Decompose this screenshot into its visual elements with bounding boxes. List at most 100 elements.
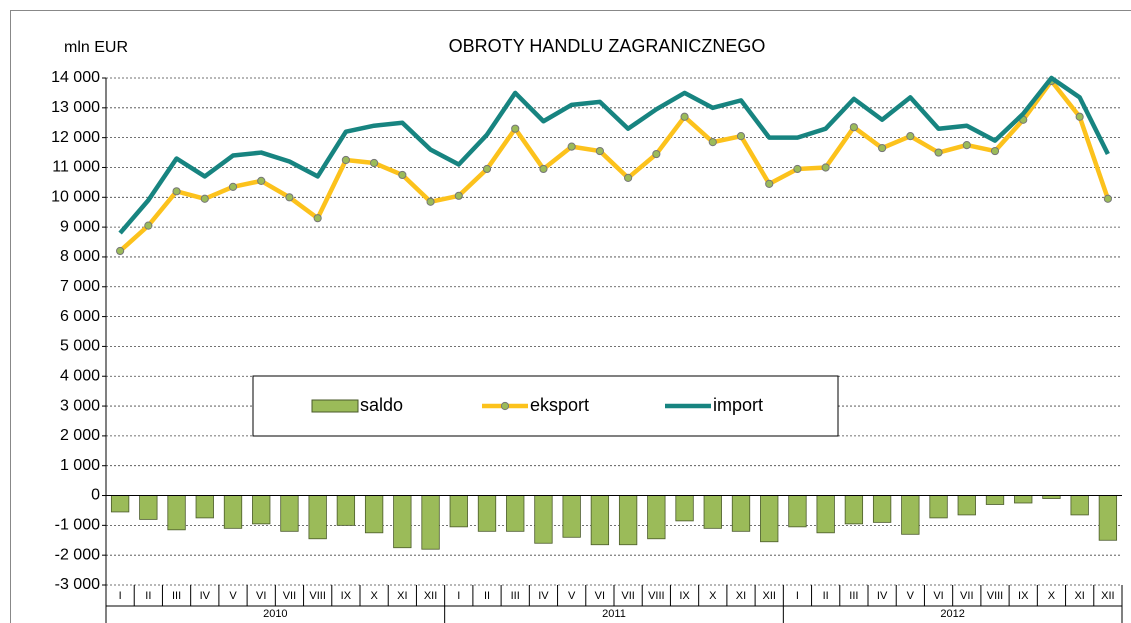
bar: [421, 495, 440, 550]
x-tick-label: II: [145, 590, 151, 602]
y-tick-label: 1 000: [60, 457, 100, 474]
x-tick-label: XI: [397, 590, 407, 602]
marker: [116, 246, 125, 256]
y-tick-label: 0: [91, 487, 100, 504]
bar: [393, 495, 412, 549]
marker: [708, 138, 717, 147]
bar: [760, 495, 779, 543]
marker: [426, 197, 435, 206]
x-tick-label: VIII: [987, 590, 1004, 602]
y-tick-label: 3 000: [60, 397, 100, 414]
marker: [228, 182, 238, 191]
year-label: 2012: [940, 608, 964, 620]
marker: [821, 163, 830, 172]
legend-label: eksport: [530, 395, 589, 415]
y-tick-label: 9 000: [60, 218, 100, 235]
marker: [793, 164, 802, 174]
x-tick-label: II: [823, 590, 829, 602]
chart-title: OBROTY HANDLU ZAGRANICZNEGO: [449, 36, 766, 56]
marker: [878, 143, 887, 153]
y-tick-label: 4 000: [60, 367, 100, 384]
x-tick-label: VII: [960, 590, 973, 602]
y-tick-label: 14 000: [51, 69, 100, 86]
marker: [313, 214, 322, 223]
x-tick-label: XI: [1074, 590, 1084, 602]
marker: [1075, 112, 1084, 121]
marker: [1103, 194, 1112, 203]
x-tick-label: III: [849, 590, 858, 602]
x-tick-label: VII: [621, 590, 634, 602]
x-tick-label: X: [1048, 590, 1056, 602]
y-tick-label: -3 000: [55, 576, 100, 593]
bar: [844, 495, 864, 525]
marker: [539, 164, 548, 174]
bar: [872, 495, 892, 523]
x-tick-label: X: [709, 590, 717, 602]
marker: [765, 179, 774, 188]
x-tick-label: VIII: [309, 590, 326, 602]
marker: [172, 187, 181, 196]
marker: [849, 123, 858, 132]
y-tick-label: 5 000: [60, 338, 100, 355]
bar: [590, 495, 610, 546]
marker: [511, 124, 520, 133]
y-tick-label: 2 000: [60, 427, 100, 444]
marker: [200, 194, 209, 203]
marker: [567, 142, 576, 151]
bar: [647, 495, 666, 540]
bar: [336, 495, 356, 526]
x-tick-label: III: [511, 590, 520, 602]
y-tick-label: 11 000: [52, 159, 100, 176]
bar: [139, 495, 158, 520]
legend-label: import: [713, 395, 763, 415]
marker: [736, 132, 746, 141]
x-tick-label: I: [457, 590, 460, 602]
marker: [285, 193, 294, 202]
bar: [308, 495, 327, 540]
year-label: 2010: [263, 608, 287, 620]
bar: [223, 495, 243, 529]
x-tick-label: VI: [933, 590, 943, 602]
y-tick-label: 7 000: [60, 278, 100, 295]
bar: [675, 495, 694, 522]
legend-label: saldo: [360, 395, 403, 415]
x-tick-label: V: [568, 590, 576, 602]
bar: [929, 495, 948, 519]
x-tick-label: VI: [595, 590, 605, 602]
bar: [618, 495, 638, 546]
y-tick-label: 12 000: [51, 129, 100, 146]
marker: [398, 170, 407, 180]
x-tick-label: IV: [200, 590, 211, 602]
bar: [1014, 495, 1033, 504]
x-tick-label: X: [370, 590, 378, 602]
x-tick-label: IX: [341, 590, 352, 602]
marker: [370, 158, 379, 168]
x-tick-label: III: [172, 590, 181, 602]
x-tick-label: II: [484, 590, 490, 602]
x-tick-label: I: [796, 590, 799, 602]
bar: [901, 495, 920, 535]
marker: [906, 132, 915, 141]
x-tick-label: V: [229, 590, 237, 602]
y-tick-label: 13 000: [51, 99, 100, 116]
bar: [364, 495, 384, 534]
y-tick-label: -2 000: [55, 546, 100, 563]
x-tick-label: IX: [1018, 590, 1029, 602]
marker: [595, 146, 604, 156]
x-tick-label: XII: [1101, 590, 1114, 602]
bar: [534, 495, 553, 544]
marker: [934, 148, 943, 157]
x-tick-label: IX: [679, 590, 690, 602]
bar: [731, 495, 751, 532]
x-tick-label: VII: [283, 590, 296, 602]
marker: [341, 155, 350, 165]
marker: [482, 164, 492, 174]
bar: [985, 495, 1005, 505]
marker: [680, 112, 689, 121]
bar: [506, 495, 525, 532]
bar: [195, 495, 214, 519]
x-tick-label: XII: [762, 590, 775, 602]
bar: [252, 495, 271, 525]
bar: [280, 495, 299, 532]
